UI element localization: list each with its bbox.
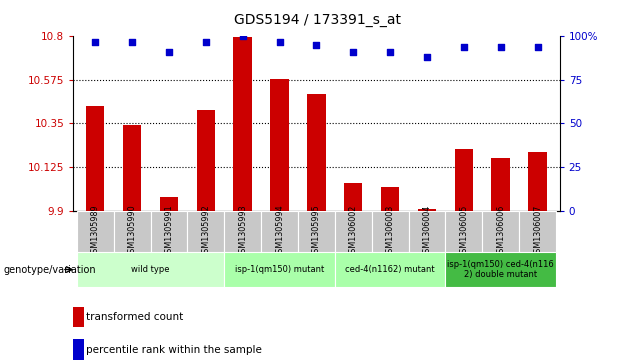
Text: GSM1306006: GSM1306006 bbox=[496, 205, 505, 258]
Point bbox=[459, 44, 469, 50]
Bar bbox=[381, 187, 399, 211]
Bar bbox=[114, 211, 151, 252]
Text: isp-1(qm150) mutant: isp-1(qm150) mutant bbox=[235, 265, 324, 274]
Point bbox=[275, 38, 285, 44]
Bar bbox=[197, 110, 215, 211]
Bar bbox=[73, 306, 84, 327]
Text: GSM1305991: GSM1305991 bbox=[165, 205, 174, 258]
Text: GSM1305992: GSM1305992 bbox=[202, 204, 211, 258]
Bar bbox=[492, 158, 510, 211]
Bar bbox=[529, 152, 547, 211]
Bar bbox=[233, 37, 252, 211]
Bar bbox=[445, 211, 482, 252]
Text: GDS5194 / 173391_s_at: GDS5194 / 173391_s_at bbox=[235, 13, 401, 27]
Bar bbox=[344, 183, 363, 211]
Text: transformed count: transformed count bbox=[86, 312, 183, 322]
Bar bbox=[307, 94, 326, 211]
Bar bbox=[418, 209, 436, 211]
Bar bbox=[77, 252, 225, 287]
Bar bbox=[371, 211, 408, 252]
Text: percentile rank within the sample: percentile rank within the sample bbox=[86, 344, 261, 355]
Text: GSM1306002: GSM1306002 bbox=[349, 205, 358, 258]
Bar bbox=[482, 211, 519, 252]
Point bbox=[422, 54, 432, 60]
Point bbox=[532, 44, 543, 50]
Text: GSM1305995: GSM1305995 bbox=[312, 204, 321, 258]
Bar bbox=[455, 148, 473, 211]
Text: GSM1305993: GSM1305993 bbox=[238, 205, 247, 258]
Bar bbox=[86, 106, 104, 211]
Text: ced-4(n1162) mutant: ced-4(n1162) mutant bbox=[345, 265, 435, 274]
Bar bbox=[160, 197, 178, 211]
Text: isp-1(qm150) ced-4(n116
2) double mutant: isp-1(qm150) ced-4(n116 2) double mutant bbox=[447, 260, 554, 279]
Bar bbox=[298, 211, 335, 252]
Text: GSM1305989: GSM1305989 bbox=[91, 205, 100, 258]
Bar bbox=[151, 211, 188, 252]
Text: GSM1305990: GSM1305990 bbox=[128, 205, 137, 258]
Bar bbox=[445, 252, 556, 287]
Bar bbox=[225, 252, 335, 287]
Text: GSM1306003: GSM1306003 bbox=[385, 205, 394, 258]
Text: GSM1306004: GSM1306004 bbox=[422, 205, 431, 258]
Point bbox=[201, 38, 211, 44]
Point bbox=[312, 42, 321, 48]
Text: GSM1306007: GSM1306007 bbox=[533, 205, 542, 258]
Bar bbox=[335, 252, 445, 287]
Point bbox=[127, 38, 137, 44]
Point bbox=[238, 33, 248, 39]
Point bbox=[348, 49, 358, 55]
Bar bbox=[270, 79, 289, 211]
Text: GSM1305994: GSM1305994 bbox=[275, 205, 284, 258]
Bar bbox=[225, 211, 261, 252]
Point bbox=[385, 49, 395, 55]
Bar bbox=[73, 339, 84, 360]
Point bbox=[495, 44, 506, 50]
Bar bbox=[188, 211, 225, 252]
Text: GSM1306005: GSM1306005 bbox=[459, 205, 468, 258]
Bar bbox=[123, 125, 141, 211]
Text: wild type: wild type bbox=[131, 265, 170, 274]
Bar bbox=[519, 211, 556, 252]
Point bbox=[164, 49, 174, 55]
Bar bbox=[261, 211, 298, 252]
Bar bbox=[408, 211, 445, 252]
Text: genotype/variation: genotype/variation bbox=[3, 265, 96, 274]
Bar bbox=[77, 211, 114, 252]
Bar bbox=[335, 211, 371, 252]
Point bbox=[90, 38, 100, 44]
